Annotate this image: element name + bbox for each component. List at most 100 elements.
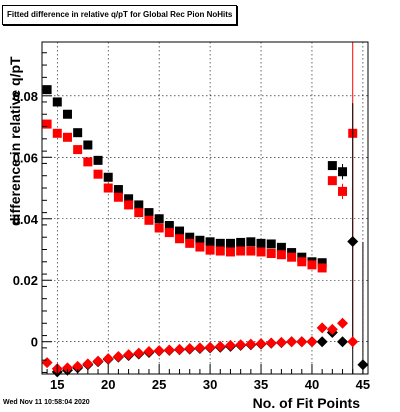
x-tick-label: 30 (203, 377, 217, 392)
data-point-square (154, 214, 164, 224)
x-tick-label: 25 (152, 377, 166, 392)
grid-lines (42, 42, 368, 374)
data-point-square (113, 185, 123, 195)
data-point-diamond (235, 339, 247, 351)
data-point-square (62, 109, 72, 119)
y-tick-label: 0 (31, 335, 38, 350)
data-point-square (154, 223, 164, 233)
data-point-diamond (163, 344, 175, 356)
data-point-square (103, 172, 113, 182)
chart-title: Fitted difference in relative q/pT for G… (2, 5, 238, 25)
y-tick-label: 0.02 (13, 273, 38, 288)
y-tick-label: 0.08 (13, 89, 38, 104)
data-point-square (134, 208, 144, 218)
data-point-square (317, 263, 327, 273)
data-point-diamond (143, 346, 155, 358)
x-tick-label: 35 (254, 377, 268, 392)
data-point-square (256, 247, 266, 257)
data-point-square (256, 238, 266, 248)
data-point-square (195, 242, 205, 252)
data-point-diamond (224, 339, 236, 351)
data-point-diamond (102, 353, 114, 365)
data-point-square (113, 192, 123, 202)
data-point-square (103, 183, 113, 193)
data-point-square (83, 140, 93, 150)
data-point-diamond (306, 336, 318, 348)
data-point-square (327, 176, 337, 186)
data-point-diamond (92, 355, 104, 367)
data-point-square (215, 246, 225, 256)
data-point-square (205, 245, 215, 255)
data-point-square (317, 258, 327, 268)
data-point-diamond (61, 362, 73, 374)
data-point-diamond (347, 236, 359, 248)
data-point-square (287, 248, 297, 258)
data-point-diamond (286, 336, 298, 348)
plot-frame (41, 41, 369, 375)
data-point-diamond (82, 358, 94, 370)
data-point-square (134, 200, 144, 210)
data-point-square (93, 155, 103, 165)
data-point-square (297, 257, 307, 267)
data-point-diamond (41, 357, 53, 369)
data-point-square (297, 252, 307, 262)
data-point-square (62, 132, 72, 142)
data-point-diamond (174, 343, 186, 355)
data-point-square (205, 237, 215, 247)
data-point-square (246, 237, 256, 247)
data-point-square (175, 226, 185, 236)
data-point-square (164, 221, 174, 231)
data-point-diamond (184, 342, 196, 354)
data-point-diamond (296, 336, 308, 348)
axes: 15 20 25 30 35 40 45 0 0.02 0.04 0.06 0.08 (13, 52, 370, 392)
data-point-square (52, 97, 62, 107)
data-point-square (338, 167, 348, 177)
y-tick-label: 0.06 (13, 150, 38, 165)
data-point-square (266, 248, 276, 258)
x-tick-label: 15 (50, 377, 64, 392)
data-point-square (144, 208, 154, 218)
data-point-square (236, 246, 246, 256)
data-point-square (236, 237, 246, 247)
data-point-square (276, 242, 286, 252)
data-point-square (266, 239, 276, 249)
data-point-square (287, 252, 297, 262)
data-point-diamond (123, 349, 135, 361)
data-point-diamond (337, 336, 349, 348)
data-point-diamond (316, 322, 328, 334)
data-point-square (327, 161, 337, 171)
data-point-diamond (72, 360, 84, 372)
data-point-square (83, 157, 93, 167)
data-point-square (144, 215, 154, 225)
data-point-square (42, 119, 52, 129)
data-point-square (307, 260, 317, 270)
data-point-diamond (337, 317, 349, 329)
data-point-square (124, 200, 134, 210)
x-tick-label: 40 (305, 377, 319, 392)
data-point-square (73, 145, 83, 155)
data-point-square (215, 238, 225, 248)
data-point-square (225, 238, 235, 248)
data-point-square (338, 186, 348, 196)
data-point-square (246, 246, 256, 256)
data-point-square (175, 234, 185, 244)
y-tick-label: 0.04 (13, 212, 39, 227)
data-point-diamond (133, 347, 145, 359)
x-tick-label: 20 (101, 377, 115, 392)
data-point-square (52, 128, 62, 138)
data-point-diamond (326, 323, 338, 335)
data-point-diamond (153, 345, 165, 357)
data-point-square (124, 194, 134, 204)
data-point-diamond (265, 337, 277, 349)
data-point-diamond (275, 336, 287, 348)
footer-timestamp: Wed Nov 11 10:58:04 2020 (3, 399, 90, 406)
data-point-diamond (316, 336, 328, 348)
data-point-diamond (245, 338, 257, 350)
data-point-square (42, 85, 52, 95)
data-point-diamond (204, 341, 216, 353)
data-point-diamond (112, 350, 124, 362)
data-point-square (93, 169, 103, 179)
x-axis-label: No. of Fit Points (253, 395, 361, 411)
data-point-square (225, 247, 235, 257)
